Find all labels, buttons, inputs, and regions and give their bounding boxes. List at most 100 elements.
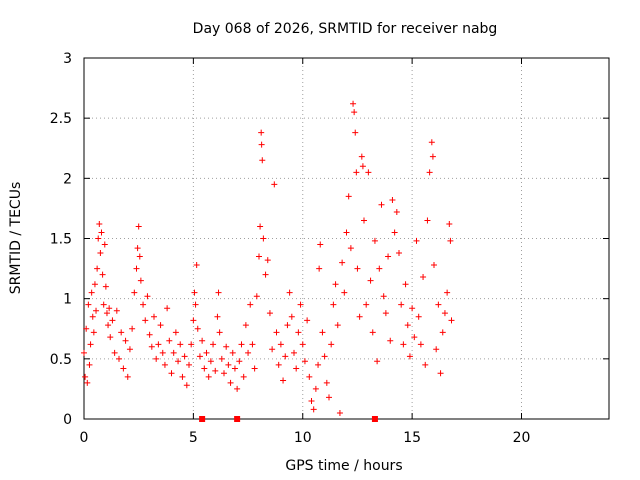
data-point xyxy=(295,329,302,336)
data-point xyxy=(326,394,332,401)
baseline-marker xyxy=(199,416,206,422)
data-point xyxy=(441,310,448,317)
data-point xyxy=(280,377,287,384)
data-point xyxy=(264,257,271,264)
data-point xyxy=(90,329,97,336)
data-point xyxy=(229,349,236,356)
x-tick-label: 20 xyxy=(513,430,531,446)
data-point xyxy=(223,343,230,350)
data-point xyxy=(385,253,392,260)
y-tick-labels: 0 0.5 1 1.5 2 2.5 3 xyxy=(50,51,72,428)
data-point xyxy=(447,237,454,244)
data-point xyxy=(343,229,350,236)
data-point xyxy=(249,341,256,348)
x-tick-label: 10 xyxy=(294,430,312,446)
data-point xyxy=(126,346,133,353)
data-point xyxy=(153,355,160,362)
data-point xyxy=(251,365,258,372)
data-point xyxy=(168,370,175,377)
data-point xyxy=(98,229,105,236)
data-point xyxy=(91,281,98,288)
data-point xyxy=(358,153,365,160)
data-point xyxy=(277,341,284,348)
data-point xyxy=(293,365,300,372)
data-point xyxy=(284,322,291,329)
data-point xyxy=(164,305,171,312)
data-point xyxy=(131,289,138,296)
data-point xyxy=(321,353,328,360)
data-point xyxy=(435,301,442,308)
data-point xyxy=(306,373,313,380)
data-point xyxy=(81,349,87,356)
data-point xyxy=(242,322,249,329)
grid xyxy=(84,58,609,419)
data-point xyxy=(299,341,306,348)
data-point xyxy=(413,237,420,244)
data-point xyxy=(118,329,125,336)
data-point xyxy=(437,370,444,377)
data-point xyxy=(240,373,247,380)
data-point xyxy=(97,249,104,256)
data-point xyxy=(86,361,93,368)
y-tick-label: 2 xyxy=(63,171,72,187)
data-point xyxy=(301,358,308,365)
data-point xyxy=(444,289,451,296)
data-point xyxy=(113,307,120,314)
data-point xyxy=(212,367,219,374)
data-point xyxy=(83,325,90,332)
x-tick-label: 5 xyxy=(189,430,198,446)
data-point xyxy=(433,346,440,353)
data-point xyxy=(96,221,103,228)
data-point xyxy=(439,329,446,336)
y-tick-label: 0.5 xyxy=(50,352,72,368)
data-point xyxy=(106,305,113,312)
data-point xyxy=(374,358,381,365)
data-point xyxy=(266,310,273,317)
data-point xyxy=(256,253,262,260)
data-point xyxy=(317,241,324,248)
data-point xyxy=(446,221,453,228)
data-point xyxy=(258,141,265,148)
data-point xyxy=(304,317,311,324)
data-point xyxy=(339,259,346,266)
data-point xyxy=(193,261,200,268)
data-point xyxy=(429,153,436,160)
data-point xyxy=(181,353,188,360)
data-point xyxy=(328,341,335,348)
data-point xyxy=(271,181,278,188)
data-point xyxy=(286,289,293,296)
chart-title: Day 068 of 2026, SRMTID for receiver nab… xyxy=(193,21,498,37)
data-point xyxy=(159,349,166,356)
data-point xyxy=(100,301,107,308)
data-point xyxy=(262,271,269,278)
data-point xyxy=(101,241,108,248)
data-point xyxy=(122,337,129,344)
data-point xyxy=(376,265,383,272)
y-tick-label: 2.5 xyxy=(50,111,72,127)
data-point xyxy=(431,261,437,268)
data-point xyxy=(203,349,210,356)
data-point xyxy=(188,341,195,348)
data-point xyxy=(347,245,354,252)
data-point xyxy=(227,379,234,386)
data-point xyxy=(336,409,343,416)
data-point xyxy=(361,217,367,224)
x-tick-labels: 0 5 10 15 20 xyxy=(80,430,531,446)
data-point xyxy=(319,329,326,336)
data-point xyxy=(148,343,155,350)
data-point xyxy=(161,361,168,368)
y-axis-label: SRMTID / TECUs xyxy=(8,182,24,295)
data-point xyxy=(186,361,192,368)
data-point xyxy=(84,379,91,386)
data-point xyxy=(398,301,405,308)
axis-ticks xyxy=(83,57,609,420)
data-point xyxy=(93,307,100,314)
data-point xyxy=(120,365,127,372)
data-point xyxy=(183,382,190,389)
data-point xyxy=(196,353,203,360)
data-point xyxy=(190,317,197,324)
data-point xyxy=(316,265,323,272)
data-point xyxy=(87,341,94,348)
data-point xyxy=(312,385,319,392)
data-point xyxy=(238,341,245,348)
